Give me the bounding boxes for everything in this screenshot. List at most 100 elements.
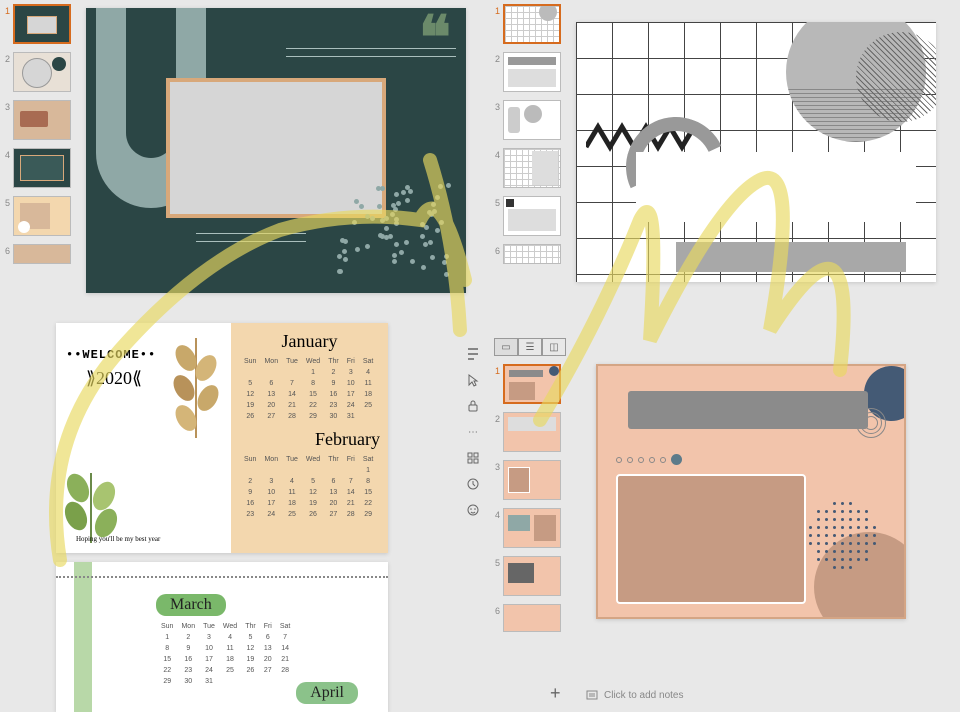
slide-content[interactable]: [576, 22, 936, 282]
month-title: March: [156, 594, 226, 616]
thumb-number: 5: [2, 196, 10, 208]
slide-thumb-4[interactable]: 4: [492, 148, 566, 188]
dot-pattern: [336, 183, 456, 283]
dotted-line: [56, 576, 388, 578]
calendar-slide-1[interactable]: ••WELCOME•• ⟫2020⟪ Hoping you'll be my b…: [56, 323, 388, 553]
slide-thumb-1[interactable]: 1: [492, 364, 566, 404]
notes-bar[interactable]: Click to add notes: [586, 686, 846, 704]
slide-thumb-4[interactable]: 4: [2, 148, 76, 188]
thumb-preview[interactable]: [13, 52, 71, 92]
january-calendar: SunMonTueWedThrFriSat1234567891011121314…: [239, 355, 378, 423]
thumb-preview[interactable]: [503, 508, 561, 548]
month-title: April: [296, 682, 358, 704]
thumb-preview[interactable]: [503, 556, 561, 596]
decorative-line: [286, 56, 456, 57]
design-ideas-icon[interactable]: [465, 346, 481, 362]
content-block[interactable]: [636, 152, 916, 222]
thumb-number: 6: [492, 244, 500, 256]
sorter-view-button[interactable]: ◫: [542, 338, 566, 356]
slide-content[interactable]: ❝: [86, 8, 466, 293]
presentation-panel-1: 1 2 3 4 5: [0, 0, 485, 310]
thumb-preview[interactable]: [503, 364, 561, 404]
slide-thumb-1[interactable]: 1: [2, 4, 76, 44]
notes-placeholder: Click to add notes: [604, 690, 684, 701]
side-toolbar: ⋯: [460, 336, 486, 518]
slide-thumb-2[interactable]: 2: [2, 52, 76, 92]
slide-canvas[interactable]: ❝: [78, 0, 485, 310]
march-block: March SunMonTueWedThrFriSat1234567891011…: [156, 594, 295, 688]
presentation-panel-4: ⋯ ▭ ☰ ◫ 1 2: [490, 336, 960, 712]
slide-thumb-3[interactable]: 3: [2, 100, 76, 140]
slide-thumb-5[interactable]: 5: [2, 196, 76, 236]
slide-canvas[interactable]: [578, 336, 960, 712]
february-calendar: SunMonTueWedThrFriSat1234567891011121314…: [239, 453, 378, 521]
feedback-icon[interactable]: [465, 502, 481, 518]
thumb-number: 5: [492, 556, 500, 568]
thumb-preview[interactable]: [503, 100, 561, 140]
thumb-number: 6: [2, 244, 10, 256]
slide-thumb-5[interactable]: 5: [492, 196, 566, 236]
title-bar[interactable]: [628, 391, 868, 429]
view-mode-bar: ▭ ☰ ◫: [494, 338, 574, 358]
thumb-number: 6: [492, 604, 500, 616]
thumb-number: 3: [492, 100, 500, 112]
thumb-preview[interactable]: [503, 4, 561, 44]
thumb-preview[interactable]: [503, 460, 561, 500]
thumb-preview[interactable]: [503, 412, 561, 452]
thumb-number: 4: [492, 508, 500, 520]
thumb-number: 4: [492, 148, 500, 160]
cursor-icon[interactable]: [465, 372, 481, 388]
history-icon[interactable]: [465, 476, 481, 492]
thumb-preview[interactable]: [13, 4, 71, 44]
thumb-number: 2: [2, 52, 10, 64]
slide-thumb-2[interactable]: 2: [492, 52, 566, 92]
month-title: January: [239, 331, 380, 352]
month-title: February: [239, 429, 380, 450]
slide-thumb-6[interactable]: 6: [492, 604, 566, 632]
calendar-right-panel: January SunMonTueWedThrFriSat12345678910…: [231, 323, 388, 553]
outline-view-button[interactable]: ☰: [518, 338, 542, 356]
decorative-line: [196, 241, 306, 242]
thumbnail-panel: 1 2 3 4 5: [490, 0, 568, 310]
slide-thumb-5[interactable]: 5: [492, 556, 566, 596]
thumb-preview[interactable]: [13, 196, 71, 236]
thumb-preview[interactable]: [503, 196, 561, 236]
thumb-number: 1: [2, 4, 10, 16]
thumb-preview[interactable]: [503, 52, 561, 92]
slide-thumb-6[interactable]: 6: [2, 244, 76, 264]
slide-content[interactable]: [596, 364, 906, 619]
slide-canvas[interactable]: [568, 0, 960, 310]
presentation-panel-3: ••WELCOME•• ⟫2020⟪ Hoping you'll be my b…: [0, 312, 485, 712]
slide-thumb-4[interactable]: 4: [492, 508, 566, 548]
thumb-preview[interactable]: [13, 148, 71, 188]
notes-icon: [586, 689, 598, 701]
image-placeholder[interactable]: [616, 474, 806, 604]
leaf-icon: [166, 333, 226, 443]
slide-thumb-6[interactable]: 6: [492, 244, 566, 264]
slide-thumb-3[interactable]: 3: [492, 100, 566, 140]
year-label: ⟫2020⟪: [86, 368, 142, 389]
thumb-preview[interactable]: [503, 148, 561, 188]
thumb-number: 5: [492, 196, 500, 208]
thumb-preview[interactable]: [503, 244, 561, 264]
calendar-slide-2[interactable]: March SunMonTueWedThrFriSat1234567891011…: [56, 562, 388, 712]
thumbnail-panel: 1 2 3 4 5: [0, 0, 78, 310]
hatched-circle: [856, 32, 936, 122]
slide-thumb-3[interactable]: 3: [492, 460, 566, 500]
lock-icon[interactable]: [465, 398, 481, 414]
slide-thumb-2[interactable]: 2: [492, 412, 566, 452]
march-calendar: SunMonTueWedThrFriSat1234567891011121314…: [156, 620, 295, 688]
thumb-preview[interactable]: [13, 244, 71, 264]
thumb-preview[interactable]: [13, 100, 71, 140]
more-icon[interactable]: ⋯: [465, 424, 481, 440]
thumb-number: 2: [492, 412, 500, 424]
gray-bar: [676, 242, 906, 272]
add-slide-button[interactable]: +: [550, 683, 561, 704]
decorative-line: [196, 233, 306, 234]
thumb-preview[interactable]: [503, 604, 561, 632]
accessibility-icon[interactable]: [465, 450, 481, 466]
thumb-number: 3: [2, 100, 10, 112]
normal-view-button[interactable]: ▭: [494, 338, 518, 356]
tagline-text: Hoping you'll be my best year: [76, 535, 160, 543]
slide-thumb-1[interactable]: 1: [492, 4, 566, 44]
